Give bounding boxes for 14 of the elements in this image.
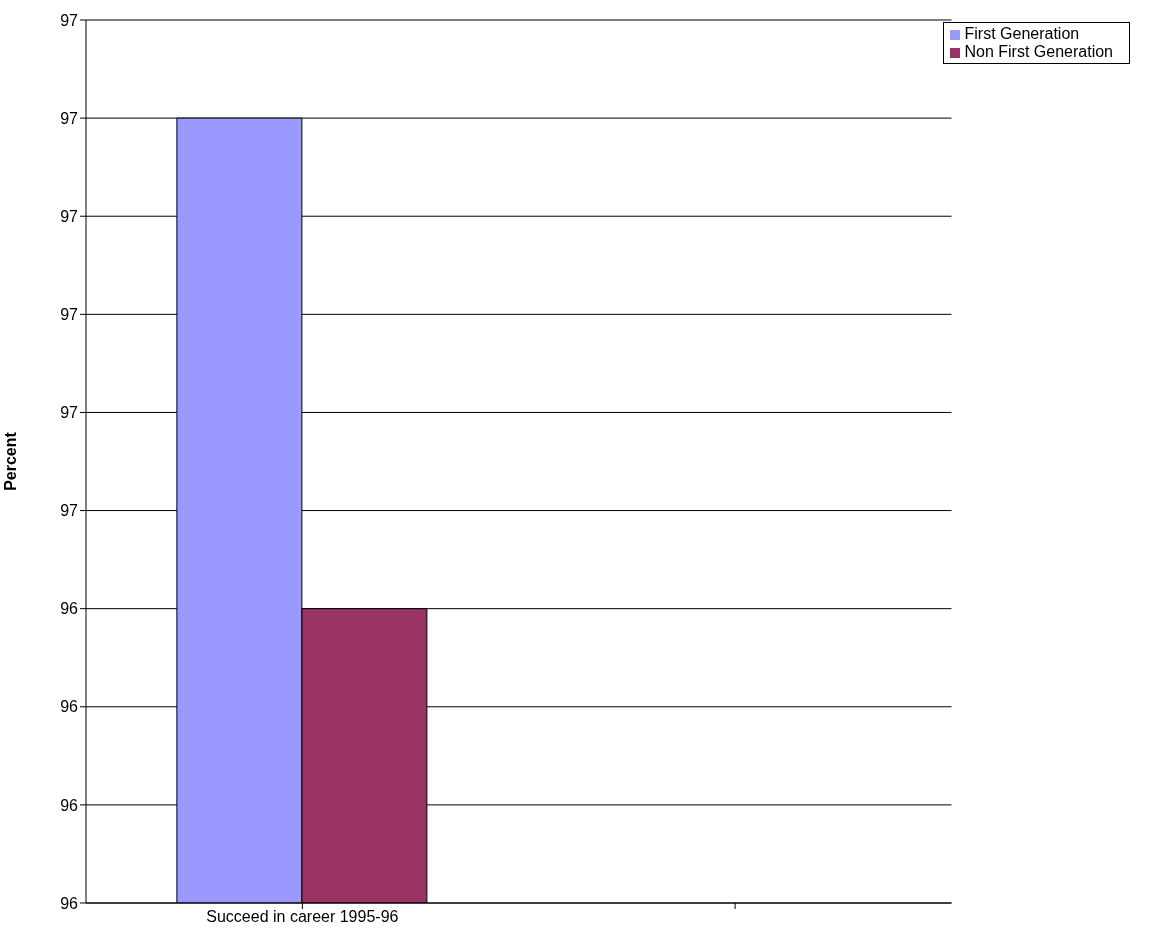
y-tick-label: 97: [60, 404, 79, 422]
y-tick-label: 97: [60, 207, 79, 225]
y-tick-label: 96: [60, 698, 79, 716]
y-axis-title: Percent: [1, 431, 19, 491]
y-tick-label: 97: [60, 306, 79, 324]
y-tick-label: 97: [60, 109, 79, 127]
y-tick-label: 96: [60, 894, 79, 912]
legend-label: Non First Generation: [964, 43, 1113, 60]
y-tick-label: 96: [60, 796, 79, 814]
legend-label: First Generation: [964, 25, 1080, 42]
y-tick-label: 97: [60, 11, 79, 29]
x-tick-label: Succeed in career 1995-96: [206, 908, 399, 926]
y-tick-label: 96: [60, 600, 79, 618]
y-tick-label: 97: [60, 502, 79, 520]
